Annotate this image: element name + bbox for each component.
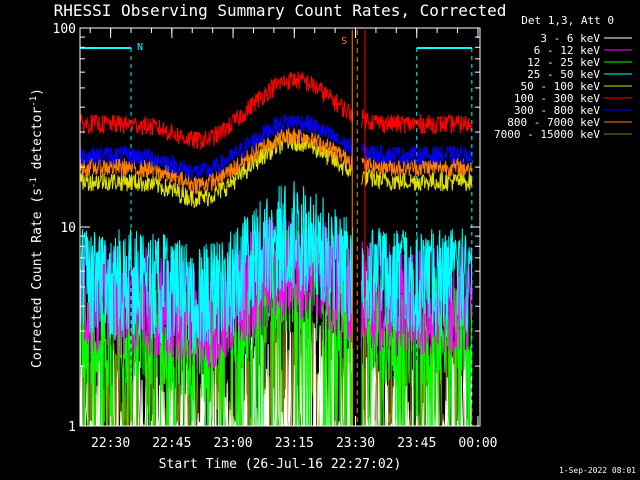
legend-label: 300 - 800 keV bbox=[514, 104, 600, 117]
legend-label: 800 - 7000 keV bbox=[507, 116, 600, 129]
x-tick-label: 23:15 bbox=[275, 436, 314, 451]
series-line bbox=[80, 223, 354, 426]
x-axis-label: Start Time (26-Jul-16 22:27:02) bbox=[159, 457, 402, 472]
series-line bbox=[80, 114, 354, 181]
legend-label: 25 - 50 keV bbox=[527, 68, 600, 81]
series-line bbox=[80, 70, 354, 150]
legend-label: 3 - 6 keV bbox=[540, 32, 600, 45]
y-tick-label: 100 bbox=[53, 22, 76, 37]
x-tick-label: 22:45 bbox=[152, 436, 191, 451]
event-label: S bbox=[341, 36, 347, 47]
series-line bbox=[361, 227, 473, 339]
series-line bbox=[80, 320, 354, 426]
x-tick-label: 00:00 bbox=[458, 436, 497, 451]
series-line bbox=[80, 127, 353, 195]
series-0 bbox=[80, 320, 473, 426]
y-axis-label: Corrected Count Rate (s-1 detector-1) bbox=[29, 88, 45, 368]
x-tick-label: 23:30 bbox=[336, 436, 375, 451]
x-tick-label: 23:45 bbox=[397, 436, 436, 451]
x-tick-label: 23:00 bbox=[213, 436, 252, 451]
series-6 bbox=[80, 114, 473, 181]
series-line bbox=[361, 347, 473, 426]
event-markers: S bbox=[341, 30, 366, 426]
legend-label: 12 - 25 keV bbox=[527, 56, 600, 69]
legend-label: 6 - 12 keV bbox=[534, 44, 601, 57]
series-3 bbox=[80, 181, 473, 354]
series-line bbox=[361, 109, 473, 135]
series-line bbox=[80, 181, 354, 354]
x-tick-label: 22:30 bbox=[91, 436, 130, 451]
chart-title: RHESSI Observing Summary Count Rates, Co… bbox=[54, 1, 507, 20]
series-line bbox=[361, 142, 473, 167]
flag-label: N bbox=[137, 42, 143, 53]
legend-label: 50 - 100 keV bbox=[521, 80, 601, 93]
y-axis: 1 10 100 bbox=[53, 22, 480, 435]
y-tick-label: 1 bbox=[68, 420, 76, 435]
legend-label: 100 - 300 keV bbox=[514, 92, 600, 105]
plot-area: N S bbox=[79, 30, 473, 426]
y-tick-label: 10 bbox=[60, 221, 76, 236]
legend-title: Det 1,3, Att 0 bbox=[521, 14, 614, 27]
footer-timestamp: 1-Sep-2022 08:01 bbox=[559, 466, 636, 475]
series-layer bbox=[80, 70, 473, 426]
x-axis: 22:30 22:45 23:00 23:15 23:30 23:45 00:00 bbox=[89, 28, 498, 451]
legend-label: 7000 - 15000 keV bbox=[494, 128, 600, 141]
series-5 bbox=[80, 70, 473, 150]
